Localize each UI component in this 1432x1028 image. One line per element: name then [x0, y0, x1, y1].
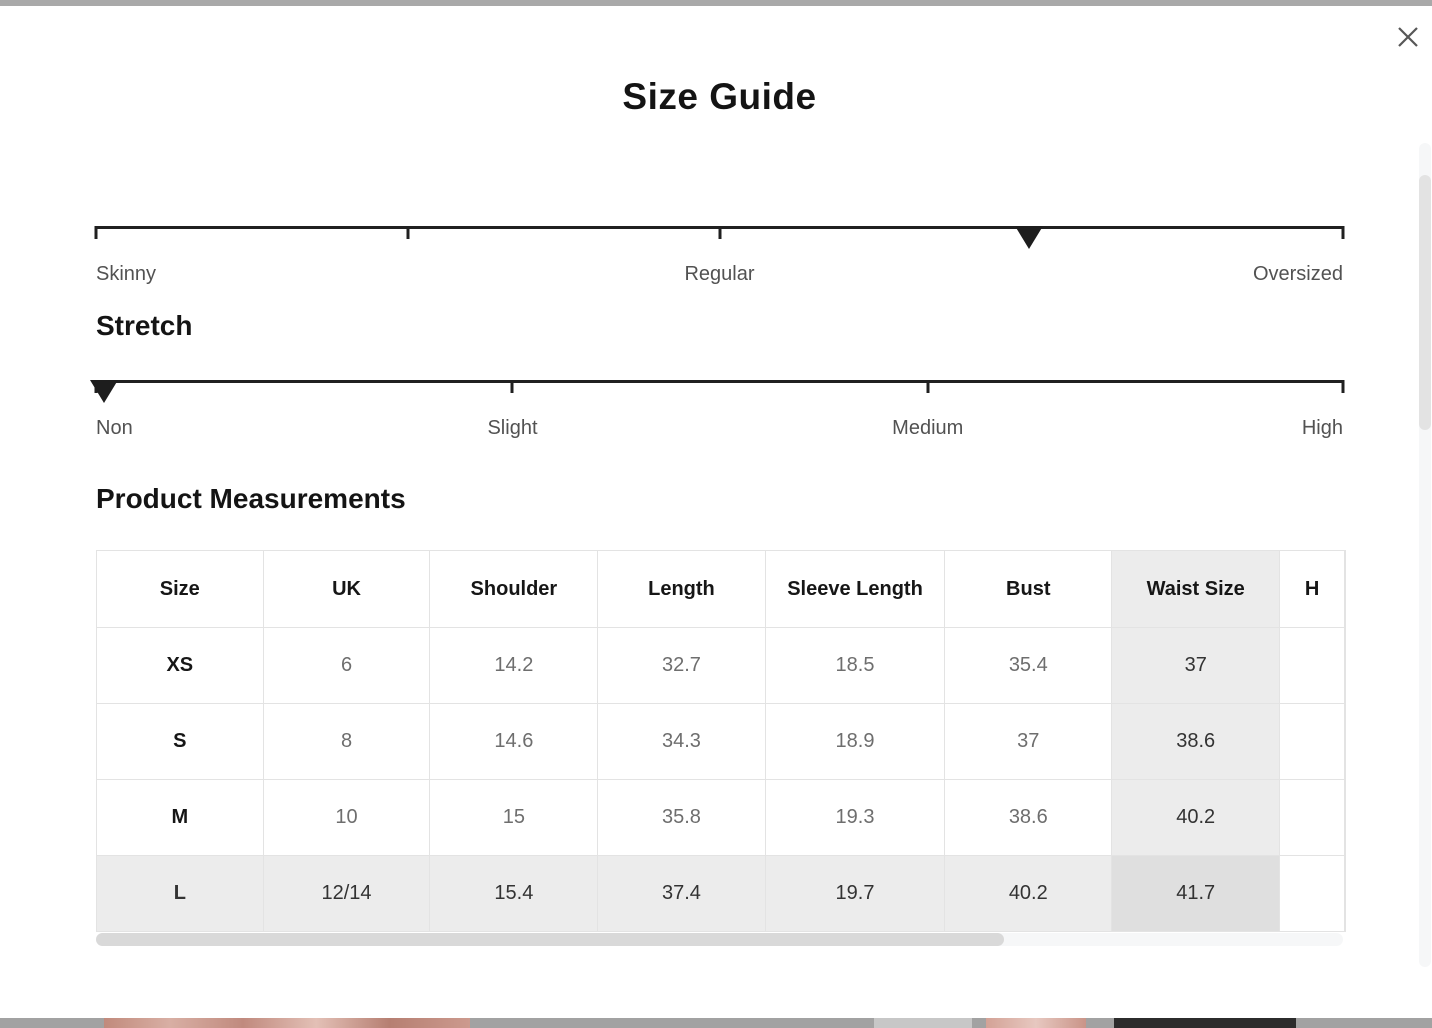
close-button[interactable]: [1391, 20, 1425, 54]
scale-label: Skinny: [96, 263, 157, 285]
size-cell[interactable]: XS: [96, 627, 264, 704]
col-header-size[interactable]: Size: [96, 550, 264, 628]
fit-scale: Skinny Regular Oversized: [94, 226, 1345, 296]
value-cell[interactable]: 8: [262, 703, 431, 780]
value-cell[interactable]: 14.6: [429, 703, 599, 780]
value-cell[interactable]: 34.3: [597, 703, 766, 780]
scale-tick: [1341, 226, 1345, 239]
stretch-heading: Stretch: [96, 310, 193, 341]
value-cell[interactable]: 35.8: [597, 779, 766, 856]
fit-scale-track: [94, 226, 1345, 249]
scale-label: Medium: [892, 417, 964, 439]
col-header-uk[interactable]: UK: [262, 550, 431, 628]
scale-tick: [510, 380, 514, 393]
fit-scale-labels: Skinny Regular Oversized: [96, 263, 1343, 289]
value-cell[interactable]: 41.7: [1111, 855, 1281, 932]
value-cell[interactable]: 15: [429, 779, 599, 856]
close-icon: [1398, 27, 1418, 47]
value-cell[interactable]: [1279, 779, 1345, 856]
scale-label: High: [1301, 417, 1343, 439]
value-cell[interactable]: 15.4: [429, 855, 599, 932]
col-header-sleeve-length[interactable]: Sleeve Length: [764, 550, 946, 628]
value-cell[interactable]: 10: [262, 779, 431, 856]
scale-tick: [406, 226, 410, 239]
value-cell[interactable]: 19.3: [764, 779, 946, 856]
background-dark-block-sliver: [1114, 1018, 1296, 1028]
value-cell[interactable]: 18.5: [764, 627, 946, 704]
background-page-strip: [0, 1018, 1432, 1028]
value-cell[interactable]: 19.7: [764, 855, 946, 932]
value-cell[interactable]: 12/14: [262, 855, 431, 932]
product-measurements-heading: Product Measurements: [96, 483, 406, 514]
modal-title: Size Guide: [622, 76, 817, 117]
value-cell[interactable]: 32.7: [597, 627, 766, 704]
size-row-l: L 12/14 15.4 37.4 19.7 40.2 41.7: [96, 855, 1345, 932]
measurements-table-wrap: Size UK Shoulder Length Sleeve Length Bust Wai…: [96, 550, 1346, 932]
value-cell[interactable]: 37: [1111, 627, 1281, 704]
value-cell[interactable]: [1279, 703, 1345, 780]
value-cell[interactable]: 40.2: [944, 855, 1113, 932]
size-cell[interactable]: L: [96, 855, 264, 932]
col-header-length[interactable]: Length: [597, 550, 766, 628]
scale-marker-icon: [90, 380, 119, 403]
measurements-table: Size UK Shoulder Length Sleeve Length Bust Wai…: [96, 550, 1345, 932]
horizontal-scrollbar-thumb[interactable]: [96, 933, 1004, 946]
vertical-scrollbar[interactable]: [1419, 143, 1431, 967]
value-cell[interactable]: 6: [262, 627, 431, 704]
table-header-row: Size UK Shoulder Length Sleeve Length Bust Wai…: [96, 550, 1345, 628]
scale-tick: [1341, 380, 1345, 393]
value-cell[interactable]: 38.6: [1111, 703, 1281, 780]
value-cell[interactable]: 14.2: [429, 627, 599, 704]
horizontal-scrollbar[interactable]: [96, 933, 1343, 946]
background-product-image-sliver: [986, 1018, 1086, 1028]
scale-label: Slight: [487, 417, 538, 439]
value-cell[interactable]: 37.4: [597, 855, 766, 932]
scale-tick: [718, 226, 721, 239]
background-page-sliver: [874, 1018, 972, 1028]
scale-marker-icon: [1014, 226, 1043, 249]
scale-label: Oversized: [1252, 263, 1343, 285]
size-cell[interactable]: M: [96, 779, 264, 856]
value-cell[interactable]: 40.2: [1111, 779, 1281, 856]
background-product-image-sliver: [104, 1018, 470, 1028]
value-cell[interactable]: [1279, 855, 1345, 932]
value-cell[interactable]: 18.9: [764, 703, 946, 780]
col-header-waist-size[interactable]: Waist Size: [1111, 550, 1281, 628]
col-header-shoulder[interactable]: Shoulder: [429, 550, 599, 628]
size-row-s: S 8 14.6 34.3 18.9 37 38.6: [96, 703, 1345, 780]
stretch-scale-track: [90, 380, 1345, 403]
size-row-xs: XS 6 14.2 32.7 18.5 35.4 37: [96, 627, 1345, 704]
scale-label: Non: [96, 417, 133, 439]
size-row-m: M 10 15 35.8 19.3 38.6 40.2: [96, 779, 1345, 856]
stretch-scale: Non Slight Medium High: [90, 380, 1345, 450]
col-header-bust[interactable]: Bust: [944, 550, 1113, 628]
col-header-h[interactable]: H: [1279, 550, 1345, 628]
scale-label: Regular: [684, 263, 755, 285]
value-cell[interactable]: 35.4: [944, 627, 1113, 704]
value-cell[interactable]: 37: [944, 703, 1113, 780]
value-cell[interactable]: [1279, 627, 1345, 704]
browser-chrome-bar: [0, 0, 1432, 6]
stretch-scale-labels: Non Slight Medium High: [96, 417, 1343, 443]
scale-tick: [94, 226, 98, 239]
value-cell[interactable]: 38.6: [944, 779, 1113, 856]
size-cell[interactable]: S: [96, 703, 264, 780]
vertical-scrollbar-thumb[interactable]: [1419, 175, 1431, 430]
scale-tick: [926, 380, 930, 393]
